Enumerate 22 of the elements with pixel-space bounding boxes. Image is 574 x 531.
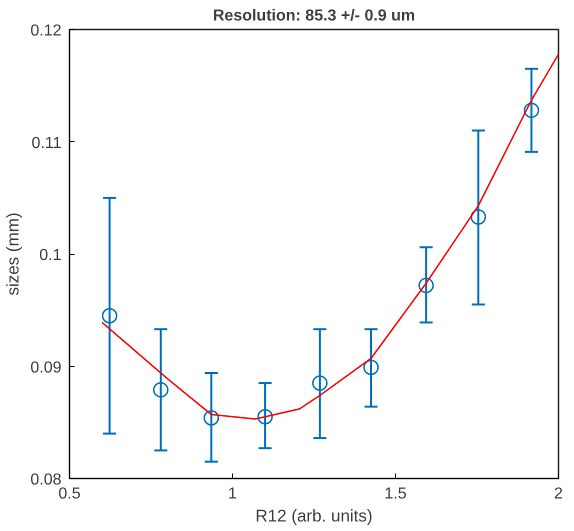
- line-series: [101, 53, 558, 420]
- point: [102, 308, 118, 324]
- x-tick-label: 1: [228, 486, 238, 502]
- chart-title: Resolution: 85.3 +/- 0.9 um: [212, 8, 416, 24]
- point: [257, 409, 273, 424]
- point: [312, 375, 328, 391]
- point: [363, 360, 379, 376]
- y-tick-label: 0.08: [30, 472, 62, 488]
- y-tick-label: 0.11: [32, 134, 62, 152]
- point: [470, 209, 486, 225]
- y-tick-label: 0.09: [30, 359, 62, 376]
- x-tick-label: 0.5: [58, 486, 81, 502]
- x-tick-label: 1.5: [384, 486, 407, 502]
- point: [204, 410, 220, 426]
- y-tick-label: 0.1: [39, 247, 62, 264]
- point: [153, 382, 169, 398]
- x-axis-title: R12 (arb. units): [255, 506, 373, 526]
- point: [524, 102, 540, 118]
- point: [418, 278, 434, 294]
- y-axis-title: sizes (mm): [3, 212, 22, 296]
- x-tick-label: 2: [554, 486, 564, 502]
- y-tick-label: 0.12: [30, 22, 62, 40]
